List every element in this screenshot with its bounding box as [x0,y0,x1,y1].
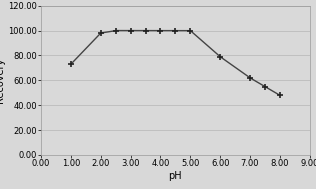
Y-axis label: Recovery: Recovery [0,58,5,103]
X-axis label: pH: pH [168,171,182,181]
